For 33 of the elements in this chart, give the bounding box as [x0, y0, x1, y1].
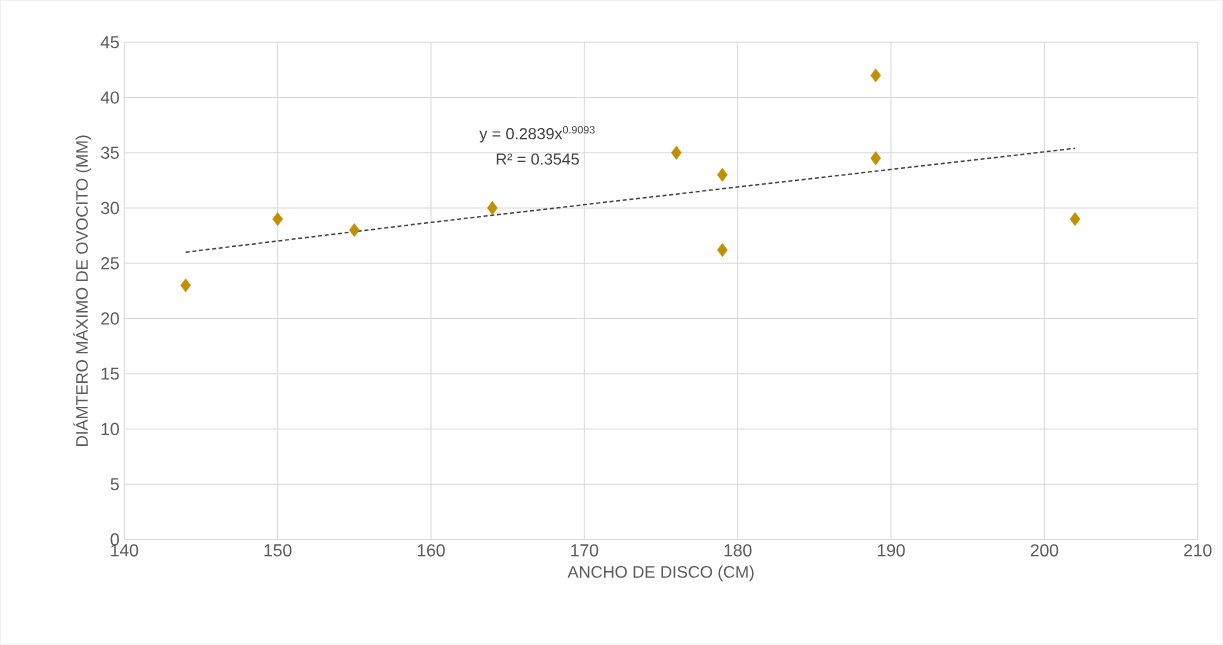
y-tick-label: 20 [101, 312, 119, 325]
point [180, 278, 191, 293]
y-tick-label: 25 [101, 257, 119, 270]
point [349, 223, 360, 238]
x-tick-label: 190 [877, 544, 905, 557]
y-tick-label: 35 [100, 146, 119, 160]
point [717, 168, 728, 182]
x-tick-label: 210 [1184, 544, 1212, 557]
x-tick-label: 150 [264, 544, 292, 557]
x-tick-label: 180 [724, 544, 752, 557]
point [1069, 212, 1081, 227]
y-tick-label: 0 [110, 533, 119, 546]
x-axis-title: ANCHO DE DISCO (CM) [567, 565, 754, 582]
y-tick-label: 30 [100, 201, 119, 215]
point [487, 201, 498, 216]
annotation: R² = 0.3545 [496, 153, 579, 165]
point [671, 145, 682, 160]
y-tick-label: 45 [100, 36, 119, 49]
y-tick-label: 40 [100, 91, 119, 104]
point [717, 243, 728, 258]
y-axis-title: DIÁMTERO MÁXIMO DE OVOCITO (MM) [73, 135, 92, 446]
x-tick-label: 140 [111, 544, 139, 557]
line-series [184, 147, 1076, 254]
y-tick-label: 5 [110, 478, 119, 491]
annotation: y = 0.2839x$^{0.9093}$ [479, 126, 595, 143]
point [272, 212, 283, 227]
x-tick-label: 160 [417, 544, 445, 557]
point [870, 68, 881, 83]
y-tick-label: 15 [101, 367, 119, 380]
y-tick-label: 10 [101, 422, 119, 436]
point [870, 151, 881, 166]
x-tick-label: 170 [571, 544, 599, 557]
x-tick-label: 200 [1030, 544, 1059, 557]
